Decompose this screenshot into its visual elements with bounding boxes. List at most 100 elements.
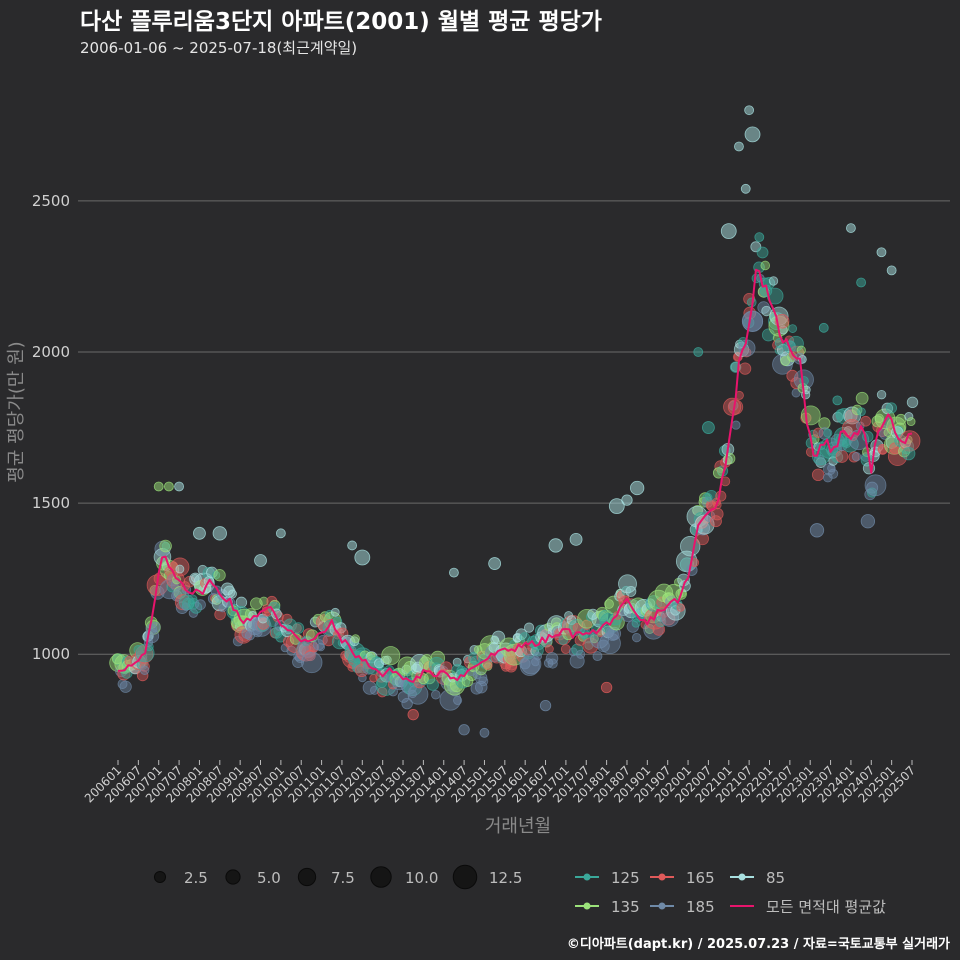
scatter-point-outlier xyxy=(693,347,704,357)
scatter-point xyxy=(159,539,172,553)
legend-label: 135 xyxy=(611,898,640,916)
scatter-point-outlier xyxy=(809,523,825,538)
scatter-point xyxy=(585,612,595,622)
size-legend-label: 10.0 xyxy=(405,869,438,887)
scatter-point xyxy=(811,447,830,466)
average-line xyxy=(117,268,913,683)
scatter-point xyxy=(533,652,543,661)
gridlines xyxy=(78,200,950,655)
scatter-point xyxy=(351,634,360,643)
scatter-point xyxy=(851,404,863,416)
scatter-point xyxy=(381,646,401,666)
scatter-point-outlier xyxy=(832,395,843,406)
size-legend-circle xyxy=(370,866,392,888)
scatter-point xyxy=(788,324,798,333)
scatter-point xyxy=(322,634,335,647)
scatter-point xyxy=(175,564,185,574)
legend-swatch-dot xyxy=(583,902,591,910)
size-legend-circle xyxy=(225,869,241,885)
scatter-point xyxy=(374,658,385,669)
size-legend-circle xyxy=(452,864,478,890)
scatter-point xyxy=(604,599,614,609)
scatter-point xyxy=(676,603,685,612)
scatter-point xyxy=(292,622,305,634)
scatter-point xyxy=(301,651,323,674)
scatter-point xyxy=(851,452,862,462)
scatter-point-outlier xyxy=(818,322,829,333)
scatter-point xyxy=(599,632,621,655)
scatter-point xyxy=(544,644,554,654)
scatter-point xyxy=(474,680,488,694)
scatter-point xyxy=(227,589,237,599)
size-legend-label: 2.5 xyxy=(184,869,208,887)
average-line-group xyxy=(117,268,913,683)
scatter-point xyxy=(206,566,218,579)
scatter-point xyxy=(885,402,898,414)
scatter-point xyxy=(519,658,531,670)
size-legend: 2.5 5.0 7.5 10.0 12.5 xyxy=(153,864,522,890)
scatter-point xyxy=(491,630,506,645)
scatter-point xyxy=(731,420,741,430)
y-tick-label: 1500 xyxy=(32,494,70,512)
scatter-point-outlier xyxy=(193,526,206,540)
scatter-point-outlier xyxy=(407,709,419,721)
scatter-point xyxy=(545,652,559,665)
y-tick-labels: 1000 1500 2000 2500 xyxy=(32,192,70,663)
scatter-point xyxy=(768,276,779,286)
scatter-point xyxy=(881,402,894,415)
scatter-point xyxy=(482,660,493,670)
scatter-point xyxy=(149,621,161,633)
scatter-point-outlier xyxy=(754,232,765,243)
scatter-point-outlier xyxy=(744,126,761,143)
scatter-point xyxy=(800,405,821,426)
scatter-point-outlier xyxy=(744,105,755,116)
scatter-point-outlier xyxy=(740,183,751,194)
scatter-point xyxy=(566,615,577,626)
y-axis-label: 평균 평당가(만 원) xyxy=(6,341,27,482)
scatter-point xyxy=(523,622,535,633)
scatter-point xyxy=(478,676,489,687)
legend-label: 모든 면적대 평균값 xyxy=(766,898,886,916)
scatter-point xyxy=(216,589,228,601)
scatter-point-outlier xyxy=(846,223,856,233)
scatter-point xyxy=(796,345,806,355)
y-tick-label: 2000 xyxy=(32,343,70,361)
chart-subtitle: 2006-01-06 ~ 2025-07-18(최근계약일) xyxy=(80,39,357,57)
scatter-point-outlier xyxy=(153,481,164,492)
scatter-point-outlier xyxy=(479,727,490,738)
scatter-point-outlier xyxy=(734,141,744,152)
scatter-point xyxy=(119,680,132,693)
scatter-point xyxy=(632,632,642,643)
scatter-point xyxy=(607,626,622,641)
scatter-point xyxy=(786,369,799,382)
scatter-point xyxy=(866,487,878,498)
scatter-point xyxy=(547,658,558,669)
scatter-point-outlier xyxy=(702,421,715,434)
scatter-point xyxy=(902,446,916,461)
scatter-point xyxy=(715,490,727,502)
scatter-point-outlier xyxy=(548,538,563,553)
scatter-point xyxy=(904,412,914,422)
scatter-point-outlier xyxy=(488,557,502,570)
scatter-point xyxy=(408,689,417,699)
scatter-point-outlier xyxy=(886,265,897,276)
scatter-point xyxy=(380,655,390,665)
scatter-point xyxy=(388,686,398,697)
scatter-point xyxy=(187,594,198,605)
scatter-point xyxy=(362,661,376,675)
scatter-point xyxy=(696,532,709,546)
scatter-point xyxy=(316,642,326,652)
color-legend: 125 165 85 135 185 모든 면적대 평균값 xyxy=(575,869,886,916)
scatter-point xyxy=(818,417,831,430)
scatter-point-outlier xyxy=(354,549,371,566)
scatter-point xyxy=(710,507,724,521)
scatter-point xyxy=(407,683,429,705)
scatter-point xyxy=(519,655,540,676)
scatter-point-outlier xyxy=(630,480,645,496)
scatter-point-outlier xyxy=(347,540,358,551)
scatter-point xyxy=(401,697,413,710)
scatter-point xyxy=(235,596,248,609)
size-legend-label: 7.5 xyxy=(331,869,355,887)
